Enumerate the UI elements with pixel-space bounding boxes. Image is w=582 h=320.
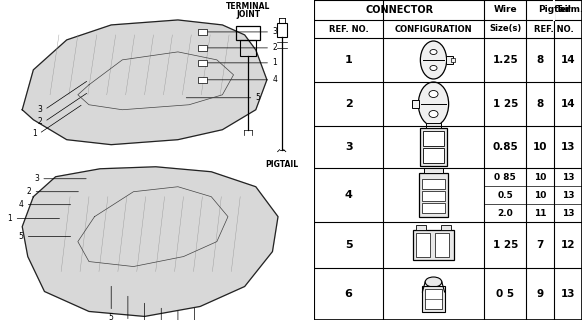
Text: 5: 5: [255, 93, 261, 102]
Bar: [423, 131, 443, 146]
Bar: [198, 60, 207, 66]
Text: Wire: Wire: [494, 5, 517, 14]
Text: TERMINAL: TERMINAL: [226, 2, 270, 11]
Text: 0 5: 0 5: [496, 289, 514, 299]
Polygon shape: [22, 167, 278, 316]
Text: 13: 13: [560, 289, 575, 299]
Bar: [424, 168, 442, 173]
Text: 14: 14: [560, 99, 575, 109]
Text: 10: 10: [534, 172, 546, 181]
Text: 0 85: 0 85: [494, 172, 516, 181]
Text: CONNECTOR: CONNECTOR: [365, 5, 433, 15]
Text: 2.0: 2.0: [498, 209, 513, 218]
Text: PIGTAIL: PIGTAIL: [265, 160, 298, 169]
Text: 4: 4: [272, 75, 278, 84]
Ellipse shape: [429, 91, 438, 98]
Ellipse shape: [420, 41, 446, 79]
Text: CONFIGURATION: CONFIGURATION: [395, 25, 473, 34]
Bar: [198, 77, 207, 83]
Text: 13: 13: [560, 142, 575, 152]
Bar: [420, 128, 446, 166]
Text: Size(s): Size(s): [489, 25, 521, 34]
Text: 0.85: 0.85: [492, 142, 518, 152]
Text: 13: 13: [562, 190, 574, 199]
Text: 5: 5: [345, 240, 353, 250]
Text: 3: 3: [34, 174, 39, 183]
Text: 1 25: 1 25: [492, 240, 518, 250]
Bar: [427, 123, 441, 128]
Text: 8: 8: [537, 55, 544, 65]
Text: 1: 1: [272, 58, 277, 67]
Bar: [441, 225, 450, 230]
Text: 5: 5: [19, 232, 23, 241]
Bar: [423, 191, 445, 201]
Bar: [423, 203, 445, 213]
Text: 10: 10: [533, 142, 547, 152]
Bar: [435, 233, 449, 257]
Bar: [412, 100, 420, 108]
Bar: [423, 179, 445, 189]
Text: REF. NO.: REF. NO.: [534, 25, 574, 34]
Text: 13: 13: [562, 209, 574, 218]
Bar: [198, 45, 207, 51]
Bar: [420, 173, 448, 217]
Text: REF. NO.: REF. NO.: [329, 25, 368, 34]
Ellipse shape: [418, 82, 449, 126]
Text: Term.: Term.: [556, 5, 582, 14]
Text: Pigtail: Pigtail: [538, 5, 571, 14]
Text: 9: 9: [537, 289, 544, 299]
Bar: [423, 148, 443, 163]
Text: JOINT: JOINT: [236, 10, 260, 19]
Ellipse shape: [429, 110, 438, 117]
Text: 6: 6: [345, 289, 353, 299]
Bar: [425, 289, 442, 309]
Text: 3: 3: [345, 142, 353, 152]
Text: 10: 10: [534, 190, 546, 199]
Text: 12: 12: [560, 240, 575, 250]
Bar: [413, 230, 454, 260]
Text: 4: 4: [345, 190, 353, 200]
Text: 2: 2: [37, 117, 42, 126]
Text: 1: 1: [345, 55, 353, 65]
Text: 1.25: 1.25: [492, 55, 518, 65]
Text: 2: 2: [26, 187, 31, 196]
Bar: [446, 56, 453, 64]
Bar: [236, 26, 260, 40]
Bar: [276, 23, 287, 37]
Text: 1: 1: [32, 129, 37, 138]
Text: 7: 7: [537, 240, 544, 250]
Text: 2: 2: [272, 44, 277, 52]
Text: 0.5: 0.5: [498, 190, 513, 199]
Bar: [416, 225, 427, 230]
Text: 2: 2: [345, 99, 353, 109]
Bar: [423, 286, 445, 312]
Ellipse shape: [430, 50, 437, 54]
Bar: [240, 40, 256, 56]
Bar: [450, 58, 455, 62]
Text: 8: 8: [537, 99, 544, 109]
Bar: [416, 233, 431, 257]
Text: 5: 5: [109, 313, 113, 320]
Text: 4: 4: [19, 200, 23, 209]
Ellipse shape: [425, 277, 442, 287]
Ellipse shape: [430, 66, 437, 70]
Bar: [198, 29, 207, 35]
Text: 3: 3: [37, 105, 42, 114]
Text: 13: 13: [562, 172, 574, 181]
Text: 1: 1: [8, 214, 12, 223]
Text: 1 25: 1 25: [492, 99, 518, 109]
Text: 3: 3: [272, 28, 278, 36]
Text: 11: 11: [534, 209, 546, 218]
Polygon shape: [22, 20, 267, 145]
Text: 14: 14: [560, 55, 575, 65]
